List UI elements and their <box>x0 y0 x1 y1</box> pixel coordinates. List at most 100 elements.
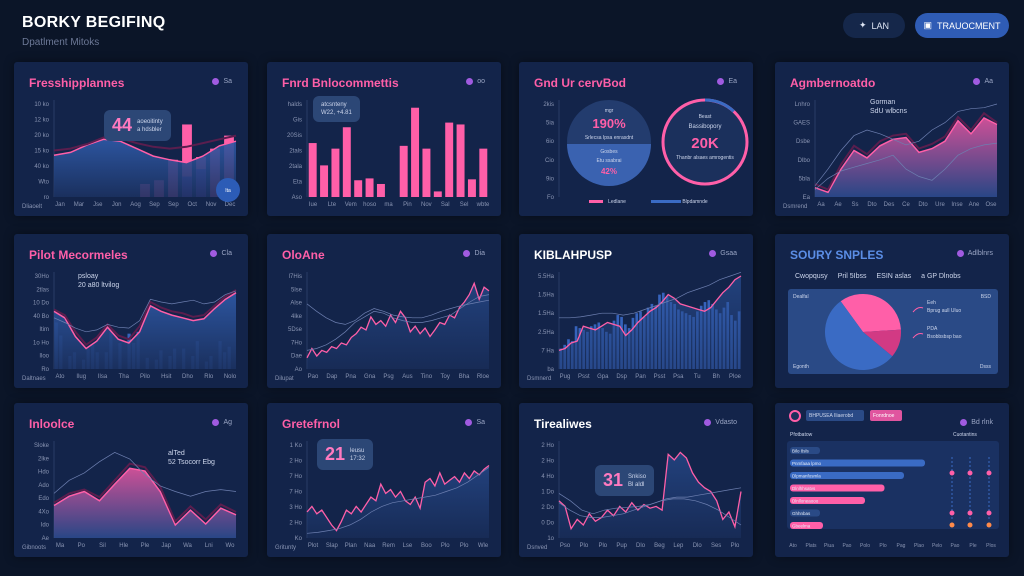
x-tick-label: Plos <box>986 543 996 549</box>
card-legend: Adlblnrs <box>956 250 993 257</box>
callout-text: Snkiso Bl aldl <box>628 473 646 489</box>
legend-dot-icon <box>973 78 981 85</box>
axis-caption: Gibnoots <box>22 545 47 551</box>
card-legend: Vdasto <box>704 419 737 426</box>
x-tick-label: Rem <box>382 543 395 549</box>
y-tick-label: 40 Bo <box>33 314 49 320</box>
callout-text: leusu 17:32 <box>350 447 365 463</box>
x-tick-label: Rlo <box>204 374 214 380</box>
y-tick-label: Aso <box>292 195 303 201</box>
pin-icon: ✦ <box>858 20 867 30</box>
card-title: Fnrd Bnlocommettis <box>282 76 399 90</box>
legend-dot-icon <box>465 419 473 426</box>
bar-row[interactable] <box>790 447 820 454</box>
legend-label: oo <box>477 78 485 85</box>
marker-dot <box>949 510 955 516</box>
lan-button[interactable]: ✦ LAN <box>843 13 905 38</box>
chip-active[interactable] <box>870 410 902 421</box>
x-tick-label: Plao <box>914 543 924 549</box>
x-tick-label: Piua <box>824 543 834 549</box>
legend-item: a GP Dlnobs <box>921 273 961 280</box>
x-tick-label: Po <box>78 543 86 549</box>
bar-row[interactable] <box>790 459 925 467</box>
y-tick-label: 20 ko <box>34 133 49 139</box>
x-tick-label: Dec <box>225 202 236 208</box>
bar[interactable] <box>456 124 465 197</box>
bar[interactable] <box>342 127 351 197</box>
bar-row[interactable] <box>790 484 885 492</box>
bar[interactable] <box>331 148 340 197</box>
app-subtitle: Dpatlment Mitoks <box>22 37 100 48</box>
bar-row[interactable] <box>790 509 820 517</box>
series-line <box>53 292 237 350</box>
circle-bottom <box>567 144 651 186</box>
y-tick-label: 2kis <box>543 102 554 108</box>
pie-slice[interactable] <box>863 329 901 357</box>
y-tick-label: 2 Ho <box>289 459 302 465</box>
slice-label: Eeh <box>927 300 936 306</box>
card-legend: Ag <box>212 419 232 426</box>
card-legend: Ea <box>717 78 737 85</box>
axis-caption: Gritunty <box>275 545 297 551</box>
profile-icon[interactable] <box>789 410 801 422</box>
chip-filter[interactable] <box>806 410 864 421</box>
x-tick-label: Dto <box>918 202 928 208</box>
legend-label: Ea <box>728 78 737 85</box>
annotation: alTed 52 Tsocorr Ebg <box>168 449 215 467</box>
dashboard-card-4: Lnhro GAES Dsbe Dlbo 5bla Ea Aa Ae Ss Dto Des Ce Dto… <box>775 62 1009 216</box>
bar-row[interactable] <box>790 472 904 479</box>
y-tick-label: Alse <box>290 301 302 307</box>
series-line <box>306 294 490 351</box>
marker-dot <box>986 470 992 476</box>
legend-swatch <box>589 200 603 203</box>
x-tick-label: hoso <box>363 202 377 208</box>
bar[interactable] <box>411 107 420 197</box>
bar[interactable] <box>399 145 408 197</box>
bar[interactable] <box>320 165 329 197</box>
bar[interactable] <box>479 148 488 197</box>
pie-slice[interactable] <box>825 301 893 370</box>
annotation-line: psloay <box>78 273 99 280</box>
bar[interactable] <box>467 179 476 197</box>
x-tick-label: Pso <box>560 543 571 549</box>
y-tick-label: 5.5Ha <box>538 274 555 280</box>
bar-row[interactable] <box>790 497 865 504</box>
x-tick-label: Sel <box>460 202 469 208</box>
marker-dot <box>967 522 973 528</box>
chip-label: Fonrdnoe <box>873 413 895 419</box>
bar-row[interactable] <box>790 522 823 529</box>
y-tick-label: 10 Do <box>33 301 50 307</box>
panel-label: Egonth <box>793 364 809 370</box>
bar[interactable] <box>365 178 374 197</box>
x-tick-label: Iue <box>309 202 318 208</box>
bar[interactable] <box>376 183 385 197</box>
chip-label: BHPUSEA Iliaerobd <box>809 413 853 419</box>
app-title: BORKY BEGIFINQ <box>22 14 166 31</box>
badge-button[interactable] <box>216 178 240 202</box>
x-tick-label: Ses <box>711 543 721 549</box>
x-tick-label: Nov <box>421 202 432 208</box>
x-tick-label: Ose <box>985 202 997 208</box>
document-button-label: TRAUOCMENT <box>937 20 1001 31</box>
x-tick-label: Dto <box>867 202 877 208</box>
y-tick-label: Ado <box>38 483 49 489</box>
y-tick-label: 2tlas <box>36 287 49 293</box>
bar[interactable] <box>433 191 442 197</box>
x-tick-label: Nov <box>206 202 217 208</box>
card-title: Pilot Mecormeles <box>29 248 128 262</box>
legend-dot-icon <box>709 250 717 257</box>
document-button[interactable]: ▣ TRAUOCMENT <box>915 13 1009 38</box>
bar[interactable] <box>422 148 431 197</box>
legend-label: Bd rlnk <box>971 419 993 426</box>
callout: 31 Snkiso Bl aldl <box>595 465 655 496</box>
legend-dot-icon <box>960 419 968 426</box>
bar[interactable] <box>308 143 317 197</box>
y-tick-label: 1 Ko <box>290 443 303 449</box>
x-tick-label: Gpa <box>597 374 609 380</box>
pie-slice[interactable] <box>840 294 901 332</box>
x-tick-label: Rloe <box>477 374 490 380</box>
bar[interactable] <box>445 122 454 197</box>
bar[interactable] <box>354 180 363 197</box>
bar[interactable] <box>182 124 192 197</box>
annotation-line: alTed <box>168 450 185 457</box>
